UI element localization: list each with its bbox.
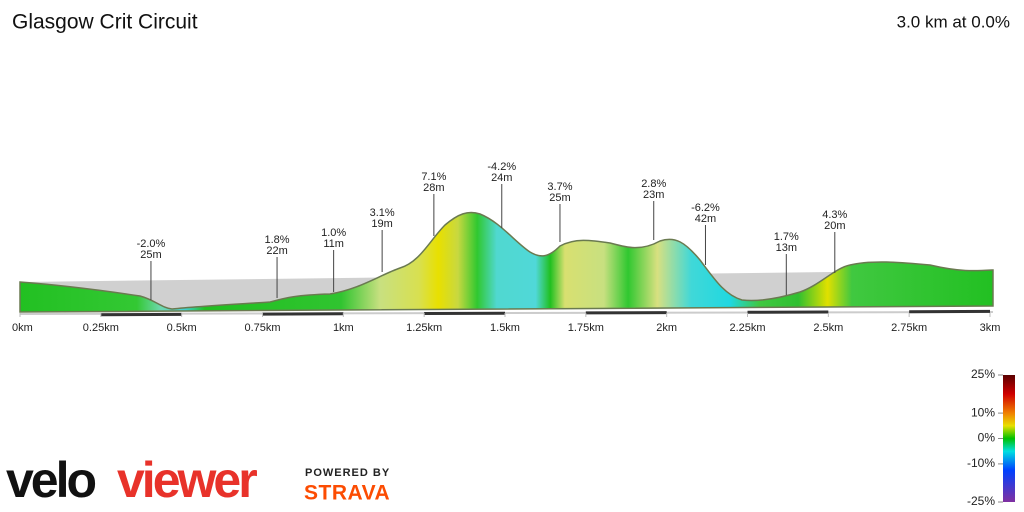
- x-tick-label: 0.75km: [244, 322, 280, 334]
- annotation-length: 28m: [423, 182, 444, 194]
- x-tick-label: 1.75km: [568, 322, 604, 334]
- logo: velo: [6, 452, 96, 508]
- annotation-length: 19m: [371, 218, 392, 230]
- annotation-grade: 3.1%: [370, 207, 395, 219]
- x-tick-label: 2km: [656, 322, 677, 334]
- annotation-length: 13m: [776, 242, 797, 254]
- x-tick-label: 2.25km: [729, 322, 765, 334]
- strava-logo: STRAVA: [304, 482, 390, 505]
- annotation-grade: 7.1%: [421, 171, 446, 183]
- x-tick-label: 2.5km: [813, 322, 843, 334]
- annotation-grade: -6.2%: [691, 202, 720, 214]
- annotation-grade: -4.2%: [487, 161, 516, 173]
- colorbar-label: 25%: [971, 367, 995, 381]
- x-tick-label: 2.75km: [891, 322, 927, 334]
- annotation-grade: -2.0%: [137, 238, 166, 250]
- title: Glasgow Crit Circuit: [12, 11, 198, 34]
- annotation-grade: 3.7%: [547, 181, 572, 193]
- annotation-length: 25m: [549, 192, 570, 204]
- colorbar-label: 0%: [978, 431, 996, 445]
- powered-by: POWERED BY: [305, 467, 390, 479]
- annotation-length: 24m: [491, 172, 512, 184]
- annotation-grade: 1.7%: [774, 231, 799, 243]
- x-tick-label: 1km: [333, 322, 354, 334]
- logo: viewer: [117, 452, 257, 508]
- x-tick-label: 3km: [980, 322, 1001, 334]
- annotation-length: 22m: [266, 245, 287, 257]
- x-tick-label: 0.5km: [167, 322, 197, 334]
- annotation-length: 23m: [643, 189, 664, 201]
- x-tick-label: 0.25km: [83, 322, 119, 334]
- annotation-length: 11m: [323, 238, 344, 250]
- x-tick-label: 1.5km: [490, 322, 520, 334]
- x-tick-label: 1.25km: [406, 322, 442, 334]
- annotation-length: 42m: [695, 213, 716, 225]
- summary: 3.0 km at 0.0%: [897, 12, 1010, 31]
- annotation-grade: 1.0%: [321, 227, 346, 239]
- annotation-length: 20m: [824, 220, 845, 232]
- annotation-grade: 4.3%: [822, 209, 847, 221]
- colorbar-label: 10%: [971, 405, 995, 419]
- profile-surface: [19, 211, 994, 313]
- colorbar-label: -25%: [967, 494, 995, 508]
- x-tick-label: 0km: [12, 322, 33, 334]
- annotation-grade: 1.8%: [265, 234, 290, 246]
- colorbar-label: -10%: [967, 456, 995, 470]
- colorbar: [1003, 375, 1015, 502]
- annotation-grade: 2.8%: [641, 178, 666, 190]
- annotation-length: 25m: [140, 249, 161, 261]
